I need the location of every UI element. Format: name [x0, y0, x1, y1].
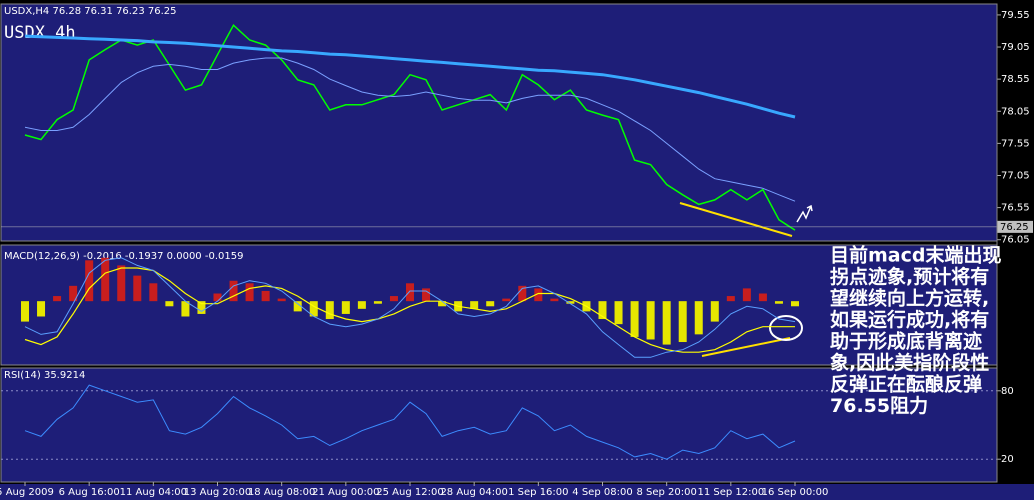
histogram-bar [149, 283, 158, 302]
histogram-bar [389, 296, 398, 302]
y-tick-label: 79.55 [1001, 10, 1030, 21]
y-tick-label: 77.55 [1001, 138, 1030, 149]
price-title: USDX,H4 76.28 76.31 76.23 76.25 [4, 6, 177, 17]
x-tick-label: 28 Aug 04:00 [440, 487, 507, 498]
price-panel [0, 3, 998, 242]
histogram-bar [758, 293, 767, 302]
series-line [24, 23, 796, 231]
up-arrow [796, 204, 813, 223]
histogram-bar [550, 298, 559, 302]
histogram-bar [85, 260, 94, 302]
histogram-bar [646, 301, 655, 340]
histogram-bar [742, 288, 751, 302]
last-price-label: 76.25 [1000, 222, 1029, 233]
histogram-bar [309, 301, 318, 317]
trendline [679, 202, 793, 237]
histogram-bar [486, 301, 495, 307]
histogram-bar [406, 283, 414, 302]
x-tick-label: 16 Sep 00:00 [762, 487, 829, 498]
histogram-bar [21, 301, 29, 322]
histogram-bar [630, 301, 639, 337]
histogram-bar [566, 301, 575, 304]
y-tick-label: 20 [1001, 454, 1014, 465]
histogram-bar [229, 280, 238, 302]
histogram-bar [101, 257, 110, 302]
series-line [24, 34, 796, 119]
y-tick-label: 80 [1001, 386, 1014, 397]
histogram-bar [277, 298, 286, 302]
histogram-bar [470, 301, 479, 309]
histogram-bar [197, 301, 206, 314]
histogram-bar [53, 296, 62, 302]
annotation-text: 目前macd末端出现 [830, 244, 1001, 267]
x-tick-label: 11 Aug 04:00 [120, 487, 187, 498]
annotation-text: 象,因此美指阶段性 [830, 351, 989, 374]
histogram-bar [69, 285, 78, 302]
histogram-bar [791, 301, 799, 307]
x-tick-label: 1 Sep 16:00 [508, 487, 568, 498]
histogram-bar [422, 288, 431, 302]
histogram-bar [213, 293, 222, 302]
histogram-bar [774, 301, 783, 304]
histogram-bar [518, 285, 527, 302]
histogram-bar [293, 301, 302, 312]
x-tick-label: 18 Aug 08:00 [248, 487, 315, 498]
x-tick-label: 4 Sep 08:00 [572, 487, 632, 498]
annotation-text: 望继续向上方运转, [830, 287, 989, 310]
x-axis-strip [0, 484, 1034, 500]
histogram-bar [181, 301, 190, 317]
histogram-bar [341, 301, 350, 314]
rsi-panel [0, 367, 998, 483]
highlight-circle [769, 315, 803, 341]
x-tick-label: 13 Aug 20:00 [184, 487, 251, 498]
y-tick-label: 78.55 [1001, 74, 1030, 85]
histogram-bar [614, 301, 623, 325]
histogram-bar [165, 301, 174, 307]
histogram-bar [261, 290, 270, 302]
histogram-bar [662, 301, 671, 345]
histogram-bar [534, 288, 543, 302]
trendline [701, 337, 791, 357]
x-tick-label: 6 Aug 16:00 [59, 487, 120, 498]
histogram-bar [357, 301, 366, 309]
histogram-bar [133, 275, 142, 302]
histogram-bar [325, 301, 334, 320]
y-tick-label: 76.05 [1001, 235, 1030, 246]
histogram-bar [117, 265, 126, 302]
y-tick-label: 78.05 [1001, 106, 1030, 117]
series-line [24, 384, 796, 460]
histogram-bar [502, 298, 511, 302]
annotation-text: 助于形成底背离迹 [830, 330, 982, 353]
histogram-bar [678, 301, 687, 343]
annotation-text: 拐点迹象,预计将有 [830, 265, 989, 288]
histogram-bar [438, 301, 447, 307]
annotation-text: 76.55阻力 [830, 394, 928, 417]
x-tick-label: 25 Aug 12:00 [376, 487, 443, 498]
macd-title: MACD(12,26,9) -0.2016 -0.1937 0.0000 -0.… [4, 251, 243, 262]
y-tick-label: 77.05 [1001, 170, 1030, 181]
x-tick-label: 5 Aug 2009 [0, 487, 54, 498]
y-tick-label: 76.55 [1001, 203, 1030, 214]
rsi-title: RSI(14) 35.9214 [4, 370, 85, 381]
annotation-text: 反弹正在酝酿反弹 [830, 373, 982, 396]
histogram-bar [598, 301, 607, 320]
last-price-box [997, 220, 1033, 233]
series-line [24, 257, 796, 358]
histogram-bar [245, 283, 254, 302]
histogram-bar [37, 301, 46, 317]
x-tick-label: 11 Sep 12:00 [697, 487, 764, 498]
histogram-bar [710, 301, 719, 322]
annotation-text: 如果运行成功,将有 [830, 308, 989, 331]
histogram-bar [694, 301, 703, 335]
x-tick-label: 21 Aug 00:00 [312, 487, 379, 498]
y-tick-label: 79.05 [1001, 42, 1030, 53]
x-tick-label: 8 Sep 20:00 [636, 487, 696, 498]
symbol-label: USDX 4h [4, 23, 76, 43]
histogram-bar [373, 301, 382, 304]
series-line [24, 57, 796, 202]
histogram-bar [726, 296, 735, 302]
